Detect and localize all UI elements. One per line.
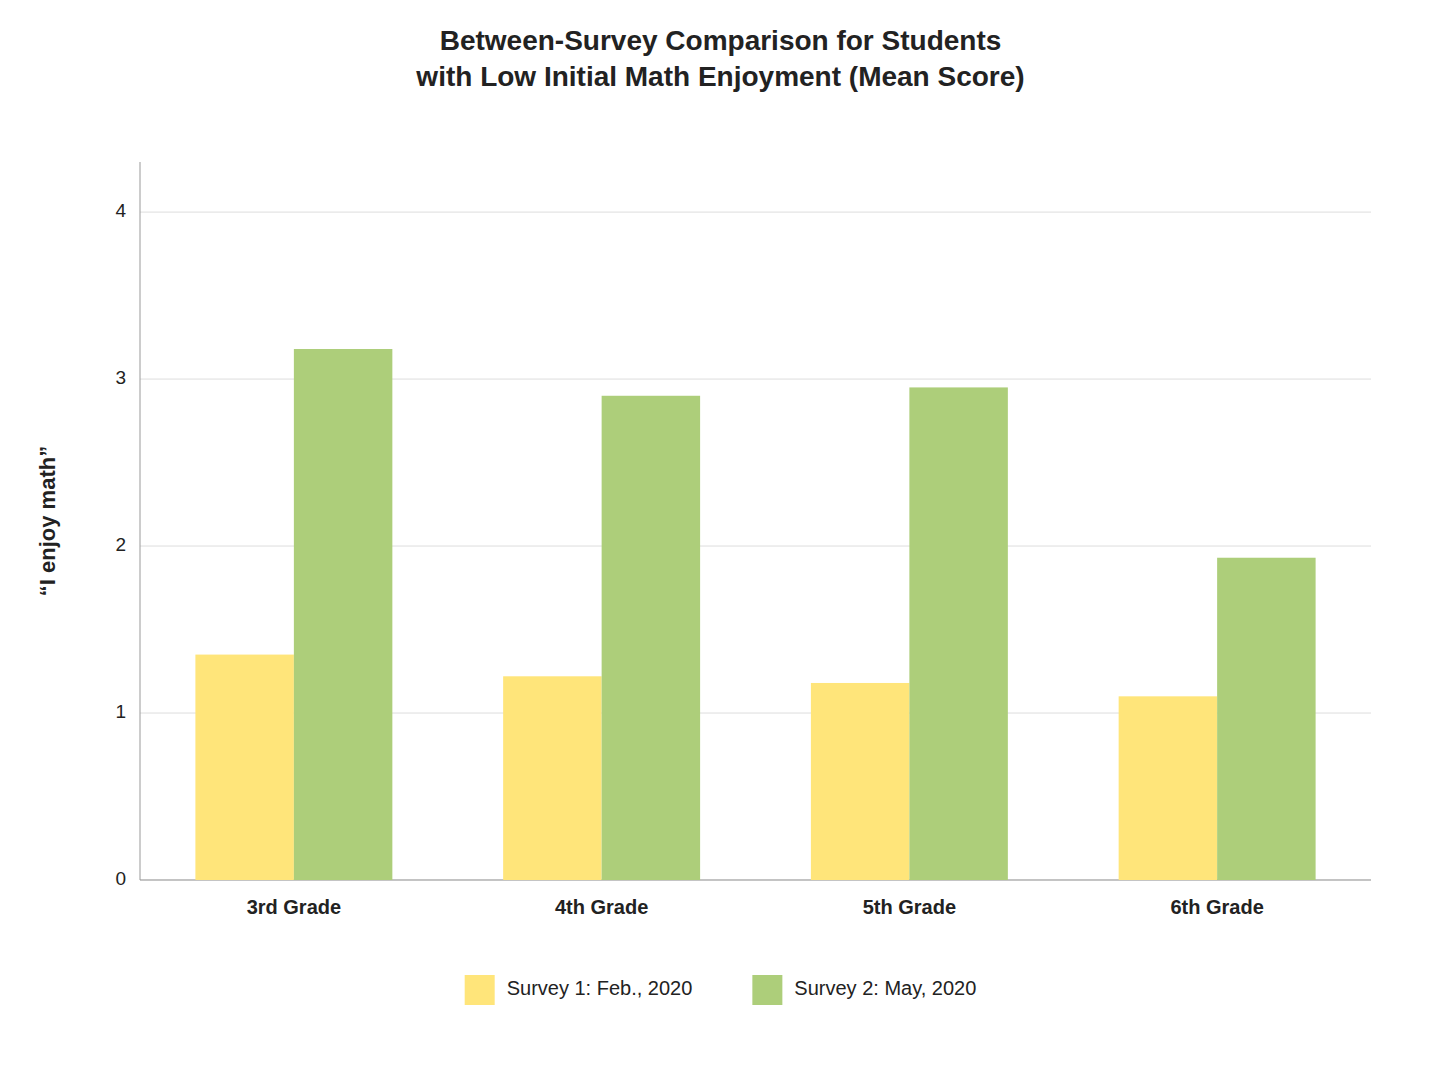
y-axis-label: “I enjoy math” [35,446,60,596]
legend: Survey 1: Feb., 2020 Survey 2: May, 2020 [465,975,977,1005]
bar [602,396,700,880]
page: {"chart_data": {"type": "bar", "title": … [0,0,1441,1081]
title: Between-Survey Comparison for Students wi… [415,25,1024,92]
chart-container: Between-Survey Comparison for Students wi… [0,0,1441,1081]
x-tick-label: 6th Grade [1170,896,1263,918]
bar [811,683,909,880]
bar [1119,696,1217,880]
bar [195,655,293,880]
legend-item: Survey 1: Feb., 2020 [465,975,693,1005]
y-tick-label: 2 [115,534,126,555]
y-tick-label: 1 [115,701,126,722]
bars [195,349,1315,880]
y-grid [140,212,1371,880]
grid-line [140,212,1371,213]
bar [294,349,392,880]
y-tick-label: 3 [115,367,126,388]
chart: Between-Survey Comparison for Students wi… [0,0,1441,1081]
legend-label: Survey 1: Feb., 2020 [507,977,693,999]
legend-swatch [752,975,782,1005]
y-axis-line [140,162,141,880]
legend-swatch [465,975,495,1005]
x-tick-label: 4th Grade [555,896,648,918]
bar [909,387,1007,880]
title-line: with Low Initial Math Enjoyment (Mean Sc… [415,61,1024,92]
x-tick-label: 5th Grade [863,896,956,918]
y-tick-label: 4 [115,200,126,221]
legend-item: Survey 2: May, 2020 [752,975,976,1005]
title-line: Between-Survey Comparison for Students [440,25,1002,56]
bar [503,676,601,880]
bar [1217,558,1315,880]
y-tick-label: 0 [115,868,126,889]
legend-label: Survey 2: May, 2020 [794,977,976,999]
x-tick-label: 3rd Grade [247,896,341,918]
